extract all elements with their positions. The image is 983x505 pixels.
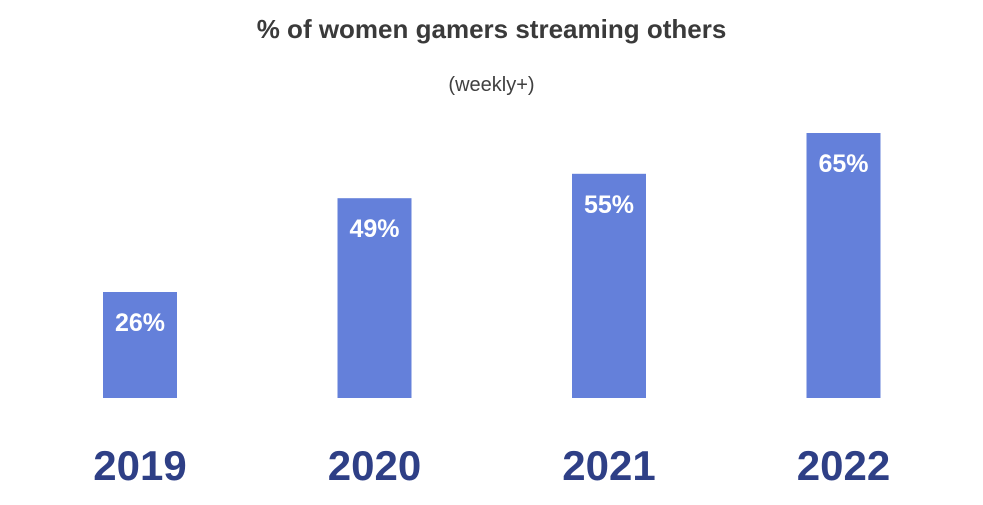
bar-2021 bbox=[572, 173, 646, 398]
data-label-2020: 49% bbox=[349, 215, 399, 243]
data-label-2021: 55% bbox=[584, 191, 634, 219]
bar-2019 bbox=[103, 292, 177, 398]
x-tick-label-2020: 2020 bbox=[328, 442, 421, 489]
data-label-2019: 26% bbox=[115, 309, 165, 337]
x-tick-label-2022: 2022 bbox=[797, 442, 890, 489]
bar-2020 bbox=[337, 198, 412, 398]
data-label-2022: 65% bbox=[818, 150, 868, 178]
bar-2022 bbox=[806, 133, 881, 398]
data-labels-group: 26% 49% 55% 65% bbox=[115, 150, 869, 337]
x-tick-label-2019: 2019 bbox=[93, 442, 186, 489]
bars-group bbox=[103, 133, 881, 398]
x-tick-label-2021: 2021 bbox=[562, 442, 655, 489]
chart-subtitle: (weekly+) bbox=[448, 74, 535, 96]
x-axis-tick-labels: 2019 2020 2021 2022 bbox=[93, 442, 890, 489]
chart-title: % of women gamers streaming others bbox=[256, 14, 727, 44]
